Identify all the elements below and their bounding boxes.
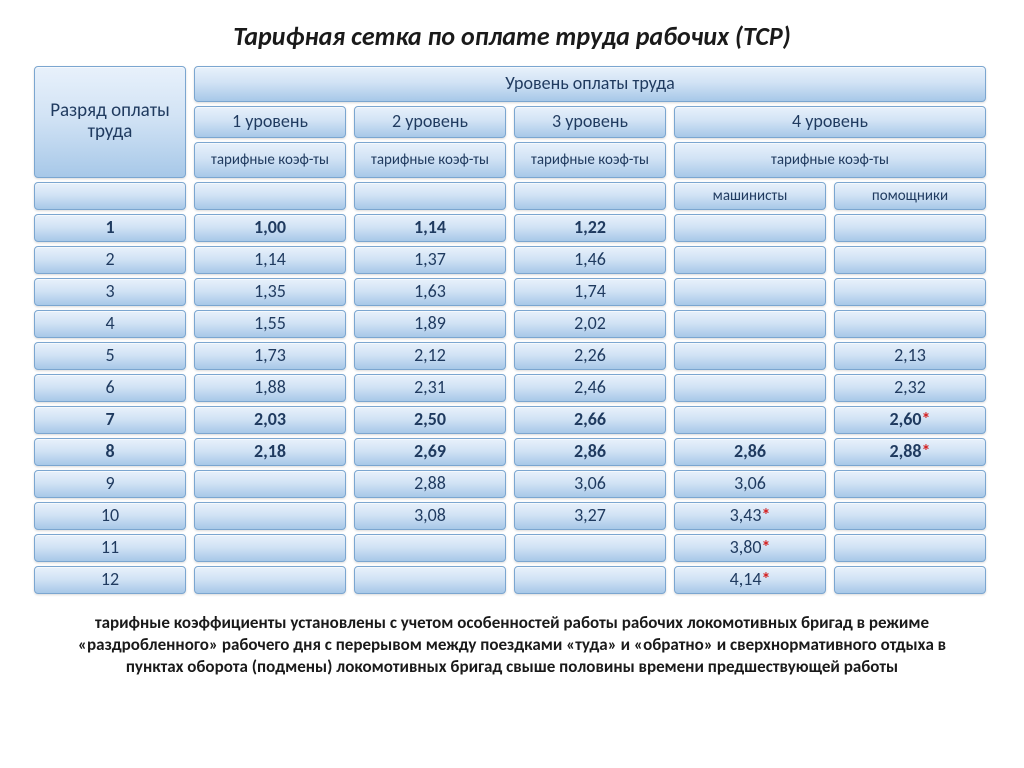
header-toplevel: Уровень оплаты труда <box>194 66 986 102</box>
data-cell <box>834 310 986 338</box>
data-cell: 2,26 <box>514 342 666 370</box>
data-cell <box>674 246 826 274</box>
data-cell <box>514 534 666 562</box>
data-cell <box>674 342 826 370</box>
rank-cell: 4 <box>34 310 186 338</box>
data-cell: 2,60* <box>834 406 986 434</box>
data-cell <box>674 310 826 338</box>
star-marker: * <box>761 506 770 526</box>
data-cell: 3,06 <box>674 470 826 498</box>
data-cell <box>354 566 506 594</box>
rank-cell: 10 <box>34 502 186 530</box>
data-cell: 4,14* <box>674 566 826 594</box>
data-cell <box>514 566 666 594</box>
data-cell: 2,86 <box>674 438 826 466</box>
data-cell: 3,43* <box>674 502 826 530</box>
header-empty-2 <box>354 182 506 210</box>
tariff-table: Разряд оплаты труда Уровень оплаты труда… <box>30 64 994 596</box>
data-cell: 1,22 <box>514 214 666 242</box>
header-sub-1: тарифные коэф-ты <box>194 142 346 178</box>
rank-cell: 11 <box>34 534 186 562</box>
star-marker: * <box>922 442 931 462</box>
rank-cell: 5 <box>34 342 186 370</box>
data-cell: 2,02 <box>514 310 666 338</box>
data-cell: 1,14 <box>354 214 506 242</box>
rank-cell: 2 <box>34 246 186 274</box>
header-empty-1 <box>194 182 346 210</box>
rank-cell: 9 <box>34 470 186 498</box>
data-cell: 3,80* <box>674 534 826 562</box>
data-cell: 1,89 <box>354 310 506 338</box>
data-cell <box>674 374 826 402</box>
data-cell: 1,63 <box>354 278 506 306</box>
footer-note: тарифные коэффициенты установлены с учет… <box>30 612 994 678</box>
data-cell <box>834 566 986 594</box>
data-cell: 1,88 <box>194 374 346 402</box>
header-col5: машинисты <box>674 182 826 210</box>
data-cell: 2,13 <box>834 342 986 370</box>
rank-cell: 1 <box>34 214 186 242</box>
header-empty-0 <box>34 182 186 210</box>
data-cell <box>194 566 346 594</box>
data-cell <box>834 534 986 562</box>
data-cell: 1,14 <box>194 246 346 274</box>
data-cell: 1,35 <box>194 278 346 306</box>
header-sub-4: тарифные коэф-ты <box>674 142 986 178</box>
data-cell <box>194 534 346 562</box>
data-cell: 1,74 <box>514 278 666 306</box>
data-cell <box>834 214 986 242</box>
data-cell: 2,66 <box>514 406 666 434</box>
data-cell: 1,46 <box>514 246 666 274</box>
rank-cell: 7 <box>34 406 186 434</box>
page-title: Тарифная сетка по оплате труда рабочих (… <box>30 20 994 52</box>
header-level-1: 1 уровень <box>194 106 346 138</box>
data-cell: 3,06 <box>514 470 666 498</box>
data-cell <box>674 406 826 434</box>
data-cell: 3,27 <box>514 502 666 530</box>
data-cell: 2,88* <box>834 438 986 466</box>
data-cell: 2,12 <box>354 342 506 370</box>
data-cell <box>194 470 346 498</box>
data-cell: 1,37 <box>354 246 506 274</box>
star-marker: * <box>761 570 770 590</box>
data-cell: 2,86 <box>514 438 666 466</box>
header-rank: Разряд оплаты труда <box>34 66 186 178</box>
header-level-4: 4 уровень <box>674 106 986 138</box>
header-col6: помощники <box>834 182 986 210</box>
rank-cell: 3 <box>34 278 186 306</box>
data-cell: 2,69 <box>354 438 506 466</box>
data-cell <box>354 534 506 562</box>
data-cell: 1,73 <box>194 342 346 370</box>
data-cell <box>834 502 986 530</box>
star-marker: * <box>922 410 931 430</box>
data-cell: 3,08 <box>354 502 506 530</box>
rank-cell: 12 <box>34 566 186 594</box>
header-level-3: 3 уровень <box>514 106 666 138</box>
header-level-2: 2 уровень <box>354 106 506 138</box>
header-empty-3 <box>514 182 666 210</box>
header-sub-3: тарифные коэф-ты <box>514 142 666 178</box>
data-cell: 2,31 <box>354 374 506 402</box>
data-cell: 2,46 <box>514 374 666 402</box>
data-cell: 2,32 <box>834 374 986 402</box>
data-cell <box>834 246 986 274</box>
rank-cell: 8 <box>34 438 186 466</box>
data-cell: 2,88 <box>354 470 506 498</box>
data-cell: 2,50 <box>354 406 506 434</box>
data-cell: 2,03 <box>194 406 346 434</box>
data-cell <box>674 278 826 306</box>
rank-cell: 6 <box>34 374 186 402</box>
star-marker: * <box>761 538 770 558</box>
header-sub-2: тарифные коэф-ты <box>354 142 506 178</box>
data-cell <box>834 470 986 498</box>
data-cell: 2,18 <box>194 438 346 466</box>
data-cell <box>194 502 346 530</box>
data-cell: 1,55 <box>194 310 346 338</box>
data-cell <box>674 214 826 242</box>
data-cell <box>834 278 986 306</box>
data-cell: 1,00 <box>194 214 346 242</box>
